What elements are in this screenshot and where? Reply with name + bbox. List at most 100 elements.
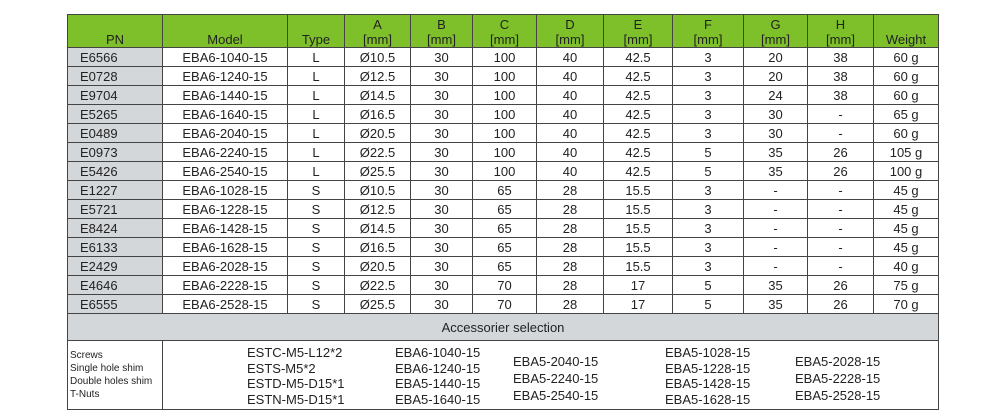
table-cell: 30 [410,123,473,143]
table-cell: 30 [410,180,473,200]
column-header: Model [162,14,288,48]
table-cell: 3 [672,123,744,143]
table-cell: 45 g [873,237,939,257]
table-cell: 30 [410,66,473,86]
table-cell: - [807,218,874,238]
table-cell: L [287,85,345,105]
table-cell: 30 [410,85,473,105]
table-cell: 28 [536,218,604,238]
column-header: G [mm] [743,14,808,48]
table-cell: 42.5 [603,161,673,181]
table-cell: S [287,275,345,295]
table-row: E2429 EBA6-2028-15 S Ø20.5 30 65 28 15.5 3- -40 g [67,256,939,276]
table-cell: 40 [536,85,604,105]
table-cell: 15.5 [603,199,673,219]
table-cell: Ø25.5 [344,294,411,314]
header-label: D [565,17,575,32]
table-cell: Ø10.5 [344,47,411,67]
accessory-model: EBA5-2540-15 [513,388,599,403]
table-cell: 65 [472,237,537,257]
header-label: F [704,17,712,32]
table-cell: 30 [410,104,473,124]
table-cell: 17 [603,275,673,295]
accessory-column: EBA5-2028-15 EBA5-2228-15 EBA5-2528-15 [795,353,880,404]
table-cell: 5 [672,142,744,162]
table-cell: 26 [807,142,874,162]
header-label: G [770,17,781,32]
table-cell: Ø20.5 [344,256,411,276]
table-cell: 40 [536,66,604,86]
accessory-model: EBA5-1440-15 [395,376,481,391]
accessory-model: ESTN-M5-D15*1 [247,391,345,407]
accessory-model: EBA5-2528-15 [795,388,881,403]
header-label: Type [301,32,331,47]
table-cell: Ø10.5 [344,180,411,200]
accessory-model: ESTS-M5*2 [247,360,316,376]
accessory-column: EBA5-2040-15 EBA5-2240-15 EBA5-2540-15 [513,353,598,404]
table-cell: - [743,199,808,219]
header-unit: [mm] [427,32,456,47]
table-cell: E1227 [67,180,163,200]
table-cell: E2429 [67,256,163,276]
accessory-model: EBA5-2228-15 [795,371,881,386]
table-cell: S [287,256,345,276]
table-row: E6133 EBA6-1628-15 S Ø16.5 30 65 28 15.5 3- -45 g [67,237,939,257]
table-cell: EBA6-2540-15 [162,161,288,181]
table-cell: 100 [472,85,537,105]
accessory-label: Double holes shim [70,376,153,387]
table-cell: 60 g [873,66,939,86]
table-cell: 20 [743,47,808,67]
header-label: H [835,17,846,32]
table-cell: EBA6-1028-15 [162,180,288,200]
accessory-labels: Screws Single hole shim Double holes shim T… [67,340,163,410]
accessory-model: EBA5-2028-15 [795,354,881,369]
table-row: E6555 EBA6-2528-15 S Ø25.5 30 70 28 17 5 35 26 70 g [67,294,939,314]
table-cell: 42.5 [603,85,673,105]
accessory-model: EBA5-2040-15 [513,354,599,369]
column-header: H [mm] [807,14,874,48]
table-cell: Ø16.5 [344,237,411,257]
header-label: C [499,17,510,32]
table-cell: E5426 [67,161,163,181]
column-header: Type [287,14,345,48]
column-header: E [mm] [603,14,673,48]
table-cell: 28 [536,256,604,276]
table-cell: 45 g [873,199,939,219]
table-row: E4646 EBA6-2228-15 S Ø22.5 30 70 28 17 5 35 26 75 g [67,275,939,295]
spec-table: PN Model Type A [mm] B [mm] C [mm] D [mm] E [mm] F [mm… [67,14,939,410]
table-row: E0973 EBA6-2240-15 L Ø22.5 30 100 40 42.5 5 35 26 1… [67,142,939,162]
table-cell: - [807,237,874,257]
table-cell: 30 [410,161,473,181]
table-cell: 24 [743,85,808,105]
accessory-row: Screws Single hole shim Double holes shim T… [67,340,939,410]
table-cell: 30 [410,237,473,257]
accessory-model: EBA5-1640-15 [395,391,481,407]
table-cell: Ø12.5 [344,66,411,86]
accessory-model: ESTC-M5-L12*2 [247,345,343,360]
table-cell: 3 [672,256,744,276]
table-cell: 40 [536,123,604,143]
table-cell: 35 [743,275,808,295]
table-cell: 35 [743,294,808,314]
accessory-model: ESTD-M5-D15*1 [247,376,345,391]
accessory-label: Single hole shim [70,363,144,374]
table-cell: 42.5 [603,47,673,67]
accessory-column: ESTC-M5-L12*2 ESTS-M5*2 ESTD-M5-D15*1 ESTN-… [247,345,345,407]
accessory-model: EBA5-1228-15 [665,360,751,376]
table-cell: 105 g [873,142,939,162]
table-cell: 100 [472,66,537,86]
table-cell: EBA6-1628-15 [162,237,288,257]
header-unit: [mm] [693,32,723,47]
table-cell: EBA6-1440-15 [162,85,288,105]
table-cell: 5 [672,275,744,295]
table-cell: 42.5 [603,142,673,162]
table-cell: 3 [672,199,744,219]
accessory-model: EBA5-1428-15 [665,376,751,391]
table-cell: 30 [410,275,473,295]
table-cell: 3 [672,47,744,67]
table-cell: 3 [672,66,744,86]
table-cell: Ø25.5 [344,161,411,181]
table-cell: 42.5 [603,123,673,143]
table-row: E0489 EBA6-2040-15 L Ø20.5 30 100 40 42.5 3 30-60… [67,123,939,143]
table-cell: - [743,256,808,276]
